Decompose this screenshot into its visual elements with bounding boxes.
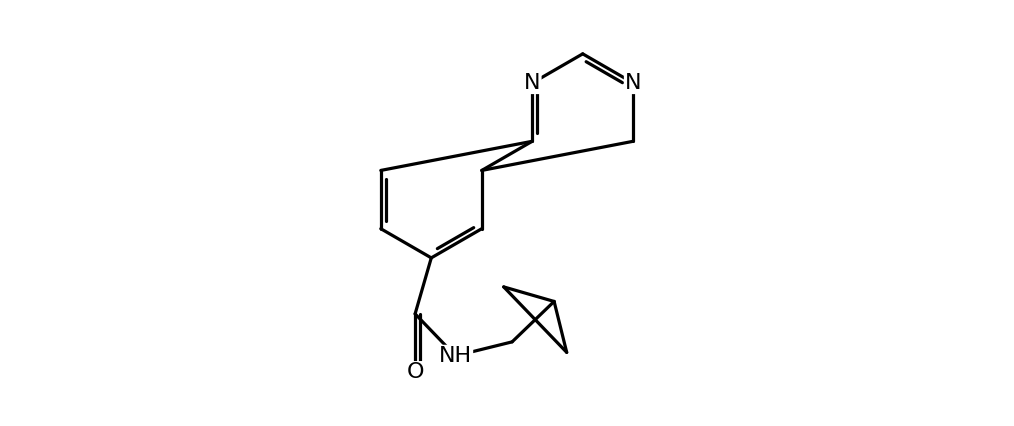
Text: N: N [524, 73, 540, 93]
Text: O: O [407, 362, 424, 382]
Text: NH: NH [439, 346, 473, 366]
Text: N: N [625, 73, 642, 93]
